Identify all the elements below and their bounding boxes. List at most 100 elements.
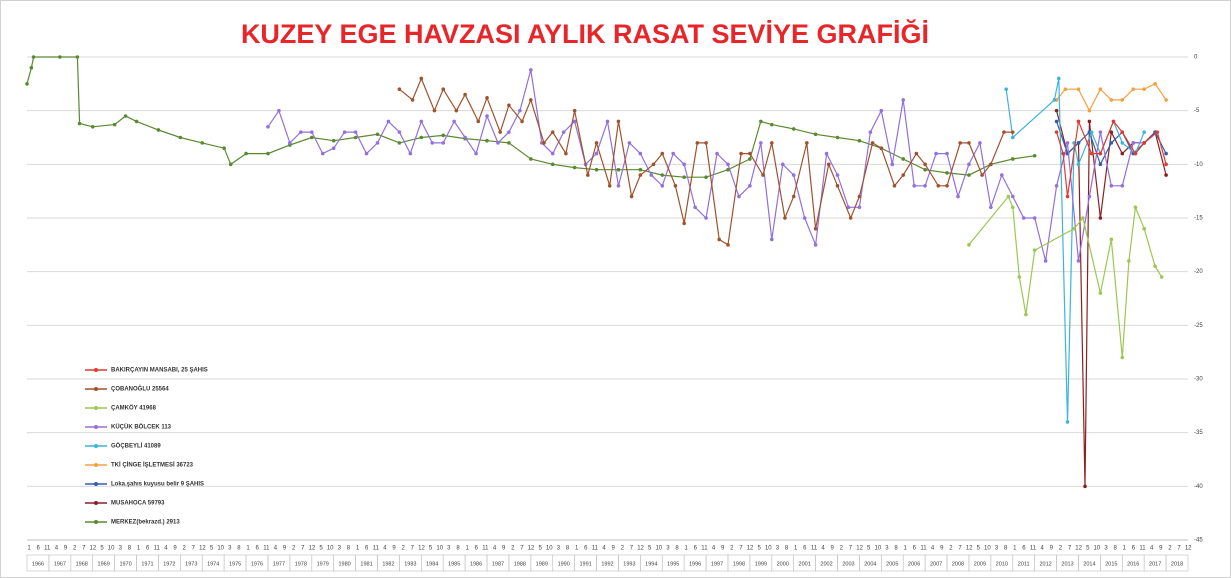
data-point (507, 141, 511, 145)
x-minor-label: 1 (684, 546, 688, 552)
x-minor-label: 4 (493, 546, 497, 552)
data-point (244, 151, 248, 156)
x-minor-label: 9 (721, 546, 725, 552)
x-tick-label: 1984 (426, 561, 438, 567)
data-point (945, 184, 949, 188)
data-point (958, 141, 962, 145)
x-minor-label: 5 (429, 546, 433, 552)
data-point (1065, 194, 1070, 199)
data-point (507, 130, 511, 134)
data-point (1109, 237, 1114, 242)
x-tick-label: 2017 (1149, 561, 1161, 567)
legend-marker (94, 387, 98, 391)
x-tick-label: 1974 (207, 561, 219, 567)
x-minor-label: 8 (1004, 546, 1008, 552)
data-point (288, 141, 292, 145)
data-point (791, 194, 796, 199)
data-point (1133, 205, 1138, 210)
x-minor-label: 10 (1094, 546, 1101, 552)
x-minor-label: 10 (217, 546, 224, 552)
x-minor-label: 1 (356, 546, 360, 552)
x-minor-label: 7 (192, 546, 196, 552)
x-minor-label: 11 (263, 546, 270, 552)
data-point (594, 141, 599, 145)
data-point (572, 119, 577, 124)
data-point (1076, 162, 1081, 167)
data-point (923, 162, 927, 167)
x-minor-label: 2 (949, 546, 953, 552)
x-tick-label: 1988 (514, 561, 526, 567)
data-point (607, 184, 612, 188)
data-point (299, 130, 303, 134)
data-point (1159, 275, 1164, 279)
x-minor-label: 2 (182, 546, 186, 552)
series-line (1056, 119, 1167, 197)
data-point (419, 76, 424, 81)
x-minor-label: 11 (920, 546, 927, 552)
data-point (704, 141, 708, 145)
year-box (1165, 554, 1189, 572)
x-minor-label: 12 (418, 546, 425, 552)
data-point (761, 173, 765, 177)
data-point (474, 151, 478, 156)
x-tick-label: 2004 (864, 561, 876, 567)
data-point (432, 108, 437, 113)
x-minor-label: 2 (1059, 546, 1063, 552)
data-point (75, 55, 80, 59)
x-minor-label: 7 (849, 546, 853, 552)
data-point (826, 162, 831, 167)
data-point (572, 108, 577, 113)
chart-title: KUZEY EGE HAVZASI AYLIK RASAT SEVİYE GRA… (241, 18, 929, 49)
data-point (353, 135, 358, 140)
data-point (824, 151, 829, 156)
data-point (660, 151, 665, 156)
data-point (967, 173, 971, 177)
x-minor-label: 7 (739, 546, 743, 552)
x-minor-label: 10 (984, 546, 991, 552)
data-point (769, 122, 774, 127)
x-tick-label: 1997 (711, 561, 723, 567)
y-tick-label: -15 (1194, 216, 1203, 222)
data-point (879, 146, 884, 151)
data-point (463, 135, 467, 140)
x-minor-label: 1 (246, 546, 250, 552)
x-minor-label: 11 (1030, 546, 1037, 552)
x-tick-label: 1998 (733, 561, 745, 567)
x-minor-label: 10 (875, 546, 882, 552)
data-point (737, 194, 741, 199)
x-tick-label: 2008 (952, 561, 964, 567)
legend-marker (94, 482, 98, 486)
data-point (320, 151, 325, 156)
data-point (715, 151, 719, 156)
data-point (1076, 141, 1081, 145)
legend-marker (94, 463, 98, 467)
x-tick-label: 1966 (32, 561, 44, 567)
x-minor-label: 9 (173, 546, 177, 552)
x-minor-label: 6 (475, 546, 479, 552)
x-minor-label: 5 (977, 546, 981, 552)
data-point (1109, 141, 1114, 145)
data-point (222, 146, 226, 151)
data-point (879, 108, 884, 113)
x-minor-label: 10 (436, 546, 443, 552)
x-minor-label: 7 (1068, 546, 1072, 552)
x-tick-label: 2012 (1039, 561, 1051, 567)
data-point (1083, 484, 1087, 489)
x-tick-label: 1969 (98, 561, 110, 567)
data-point (476, 119, 481, 124)
data-point (673, 184, 678, 188)
legend-label: TKİ ÇİNGE İŞLETMESİ 36723 (111, 462, 194, 469)
data-point (682, 175, 686, 180)
y-tick-label: -10 (1194, 162, 1203, 168)
data-point (1002, 130, 1006, 134)
x-tick-label: 1989 (536, 561, 548, 567)
data-point (660, 173, 665, 177)
data-point (1098, 151, 1103, 156)
data-point (266, 151, 270, 156)
data-point (430, 141, 435, 145)
data-point (649, 173, 654, 177)
x-minor-label: 1 (1123, 546, 1127, 552)
data-point (1120, 151, 1125, 156)
data-point (419, 135, 424, 140)
